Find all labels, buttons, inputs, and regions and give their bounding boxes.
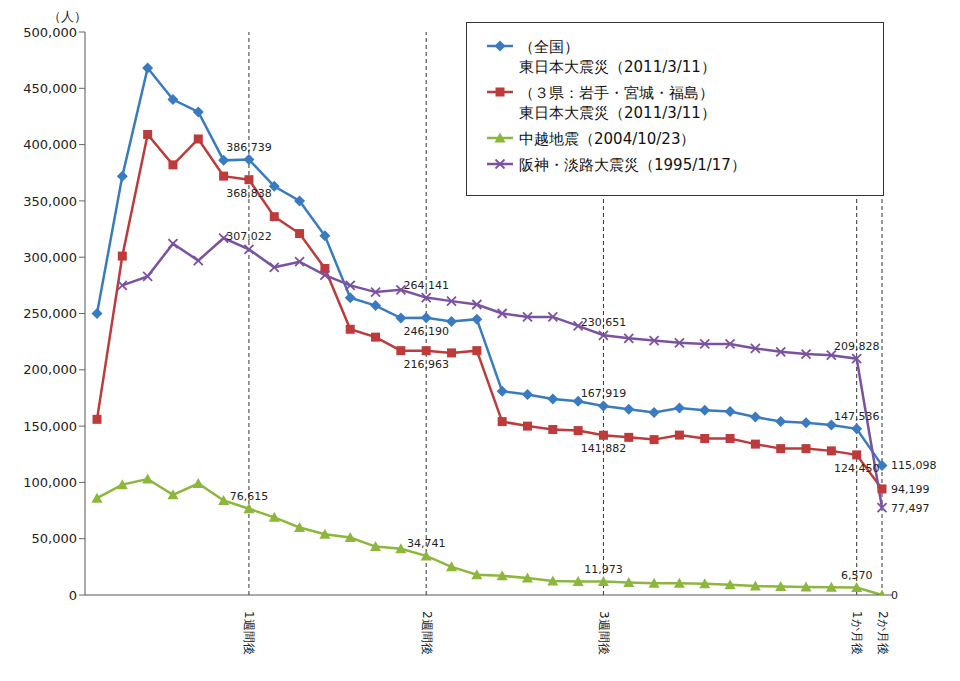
svg-text:6,570: 6,570: [841, 569, 873, 582]
svg-text:115,098: 115,098: [891, 459, 937, 472]
svg-text:3週間後: 3週間後: [597, 611, 611, 655]
svg-text:450,000: 450,000: [23, 81, 77, 96]
html-text:（３県：岩手・宮城・福島） 東日本大震災（2011/3/11: （３県：岩手・宮城・福島） 東日本大震災（2011/3/11）: [519, 84, 716, 122]
html-text:（人）: （人）: [48, 9, 87, 24]
svg-text:209,828: 209,828: [834, 340, 880, 353]
svg-text:350,000: 350,000: [23, 194, 77, 209]
svg-text:400,000: 400,000: [23, 137, 77, 152]
svg-text:76,615: 76,615: [230, 490, 269, 503]
svg-text:2週間後: 2週間後: [420, 611, 434, 655]
svg-text:250,000: 250,000: [23, 306, 77, 321]
svg-text:246,190: 246,190: [403, 325, 449, 338]
svg-text:167,919: 167,919: [581, 387, 627, 400]
svg-text:386,739: 386,739: [226, 141, 272, 154]
svg-text:368,838: 368,838: [226, 187, 272, 200]
svg-text:264,141: 264,141: [403, 279, 449, 292]
svg-text:77,497: 77,497: [891, 502, 930, 515]
svg-text:1週間後: 1週間後: [242, 611, 256, 655]
svg-text:150,000: 150,000: [23, 419, 77, 434]
svg-text:307,022: 307,022: [226, 230, 272, 243]
svg-text:0: 0: [891, 589, 898, 602]
svg-text:124,450: 124,450: [834, 462, 880, 475]
svg-text:216,963: 216,963: [403, 358, 449, 371]
svg-text:2か月後: 2か月後: [876, 611, 890, 655]
svg-text:100,000: 100,000: [23, 475, 77, 490]
html-text:中越地震（2004/10/23）: 中越地震（2004/10/23）: [519, 130, 696, 148]
svg-text:200,000: 200,000: [23, 362, 77, 377]
svg-text:141,882: 141,882: [581, 442, 627, 455]
svg-text:500,000: 500,000: [23, 25, 77, 40]
svg-text:147,536: 147,536: [834, 410, 880, 423]
svg-text:11,973: 11,973: [584, 563, 623, 576]
svg-text:0: 0: [69, 588, 77, 603]
html-text:（全国） 東日本大震災（2011/3/11）: （全国） 東日本大震災（2011/3/11）: [519, 38, 716, 76]
html-text:阪神・淡路大震災（1995/1/17）: 阪神・淡路大震災（1995/1/17）: [519, 156, 746, 174]
svg-text:1か月後: 1か月後: [850, 611, 864, 655]
svg-text:94,199: 94,199: [891, 483, 930, 496]
svg-text:50,000: 50,000: [32, 531, 78, 546]
svg-text:230,651: 230,651: [581, 316, 627, 329]
svg-text:34,741: 34,741: [407, 537, 446, 550]
svg-text:300,000: 300,000: [23, 250, 77, 265]
